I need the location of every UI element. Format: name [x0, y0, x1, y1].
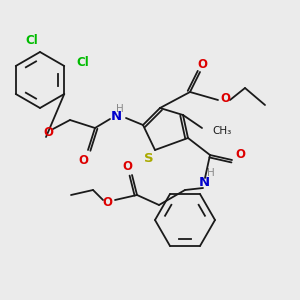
Text: O: O	[43, 125, 53, 139]
Text: O: O	[197, 58, 207, 70]
Text: N: N	[110, 110, 122, 124]
Text: O: O	[102, 196, 112, 208]
Text: O: O	[220, 92, 230, 106]
Text: CH₃: CH₃	[212, 126, 231, 136]
Text: S: S	[144, 152, 154, 164]
Text: H: H	[116, 104, 124, 114]
Text: N: N	[198, 176, 210, 188]
Text: Cl: Cl	[26, 34, 38, 46]
Text: O: O	[122, 160, 132, 172]
Text: Cl: Cl	[76, 56, 89, 70]
Text: H: H	[207, 168, 215, 178]
Text: O: O	[78, 154, 88, 166]
Text: O: O	[235, 148, 245, 160]
